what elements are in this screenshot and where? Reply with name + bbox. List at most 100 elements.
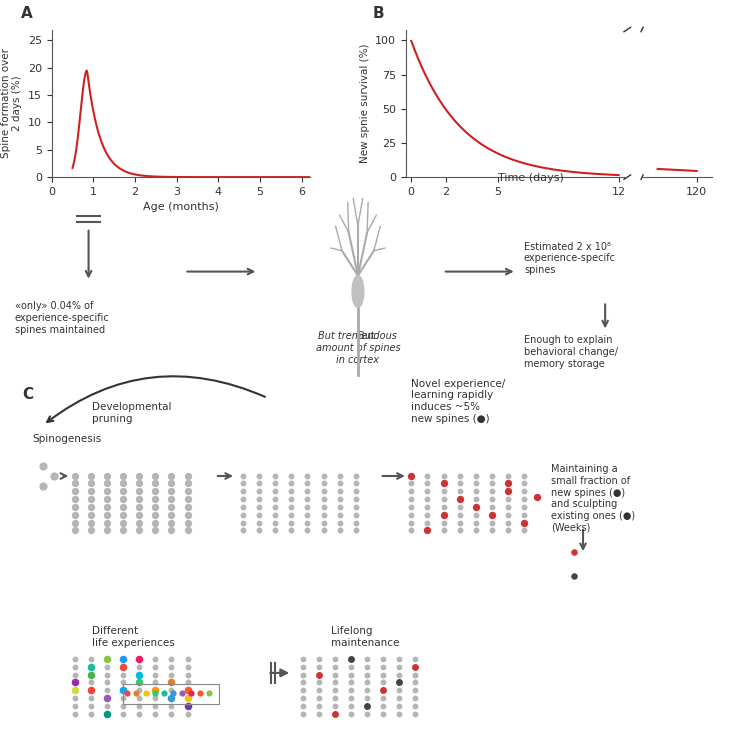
Point xyxy=(69,470,80,482)
Point xyxy=(329,661,341,673)
Point xyxy=(165,470,177,482)
Point xyxy=(334,517,345,528)
Point xyxy=(518,470,530,482)
Point xyxy=(361,661,373,673)
Point xyxy=(149,486,161,497)
Point xyxy=(165,486,177,497)
Point xyxy=(149,684,161,696)
Point xyxy=(302,477,314,489)
Point xyxy=(101,661,113,673)
Point xyxy=(470,501,482,513)
Point xyxy=(185,687,197,699)
Text: Enough to explain
behavioral change/
memory storage: Enough to explain behavioral change/ mem… xyxy=(524,335,618,368)
Point xyxy=(69,501,80,513)
Point xyxy=(101,653,113,665)
Point xyxy=(486,525,497,537)
Point xyxy=(302,486,314,497)
Point xyxy=(182,661,193,673)
Point xyxy=(393,677,405,689)
Point xyxy=(165,653,177,665)
Point xyxy=(405,517,417,528)
Point xyxy=(568,570,580,582)
Text: Lifelong
maintenance: Lifelong maintenance xyxy=(331,626,399,648)
Point xyxy=(438,508,449,520)
Point xyxy=(194,687,206,699)
Point xyxy=(149,470,161,482)
Point xyxy=(470,508,482,520)
Point xyxy=(486,508,497,520)
Point xyxy=(149,669,161,680)
Point xyxy=(117,486,129,497)
Point xyxy=(269,508,281,520)
Point xyxy=(117,525,129,537)
Point xyxy=(182,477,193,489)
Point xyxy=(117,501,129,513)
Point xyxy=(158,687,170,699)
Point xyxy=(165,517,177,528)
Point xyxy=(454,470,466,482)
Point xyxy=(313,677,325,689)
Point xyxy=(345,692,357,704)
Y-axis label: New spnie survival (%): New spnie survival (%) xyxy=(359,44,370,163)
Point xyxy=(317,501,329,513)
Point xyxy=(454,517,466,528)
Point xyxy=(134,508,145,520)
Point xyxy=(286,525,297,537)
Point xyxy=(253,525,265,537)
Point xyxy=(253,493,265,505)
Point xyxy=(117,669,129,680)
Point xyxy=(85,684,97,696)
Point xyxy=(101,508,113,520)
Point xyxy=(69,486,80,497)
Point xyxy=(410,669,421,680)
Point xyxy=(85,653,97,665)
Point xyxy=(237,517,249,528)
Point xyxy=(117,653,129,665)
Point xyxy=(165,708,177,720)
Point xyxy=(134,692,145,704)
Point xyxy=(69,525,80,537)
Point xyxy=(165,684,177,696)
Point xyxy=(317,525,329,537)
Point xyxy=(302,501,314,513)
Point xyxy=(454,477,466,489)
Point xyxy=(317,486,329,497)
Point xyxy=(85,493,97,505)
Point xyxy=(345,669,357,680)
Point xyxy=(237,501,249,513)
Point xyxy=(531,492,543,503)
Point xyxy=(101,669,113,680)
Point xyxy=(438,517,449,528)
Point xyxy=(149,477,161,489)
Point xyxy=(101,470,113,482)
Point xyxy=(470,486,482,497)
Point xyxy=(329,692,341,704)
Point xyxy=(361,684,373,696)
Point xyxy=(313,708,325,720)
Point xyxy=(85,692,97,704)
Point xyxy=(286,493,297,505)
Point xyxy=(470,493,482,505)
Point xyxy=(377,692,389,704)
Point xyxy=(518,501,530,513)
Point xyxy=(101,525,113,537)
Y-axis label: Spine formation over
2 days (%): Spine formation over 2 days (%) xyxy=(1,48,22,159)
Point xyxy=(117,692,129,704)
Point xyxy=(345,700,357,711)
Point xyxy=(518,493,530,505)
Point xyxy=(117,508,129,520)
Point xyxy=(438,501,449,513)
Point xyxy=(149,493,161,505)
Point xyxy=(286,517,297,528)
Point xyxy=(182,525,193,537)
Point xyxy=(405,486,417,497)
Point xyxy=(438,477,449,489)
Point xyxy=(421,525,433,537)
Point xyxy=(286,470,297,482)
Point xyxy=(269,470,281,482)
Point xyxy=(317,493,329,505)
Point xyxy=(167,687,179,699)
Point xyxy=(182,684,193,696)
Point xyxy=(117,708,129,720)
Point xyxy=(350,508,362,520)
